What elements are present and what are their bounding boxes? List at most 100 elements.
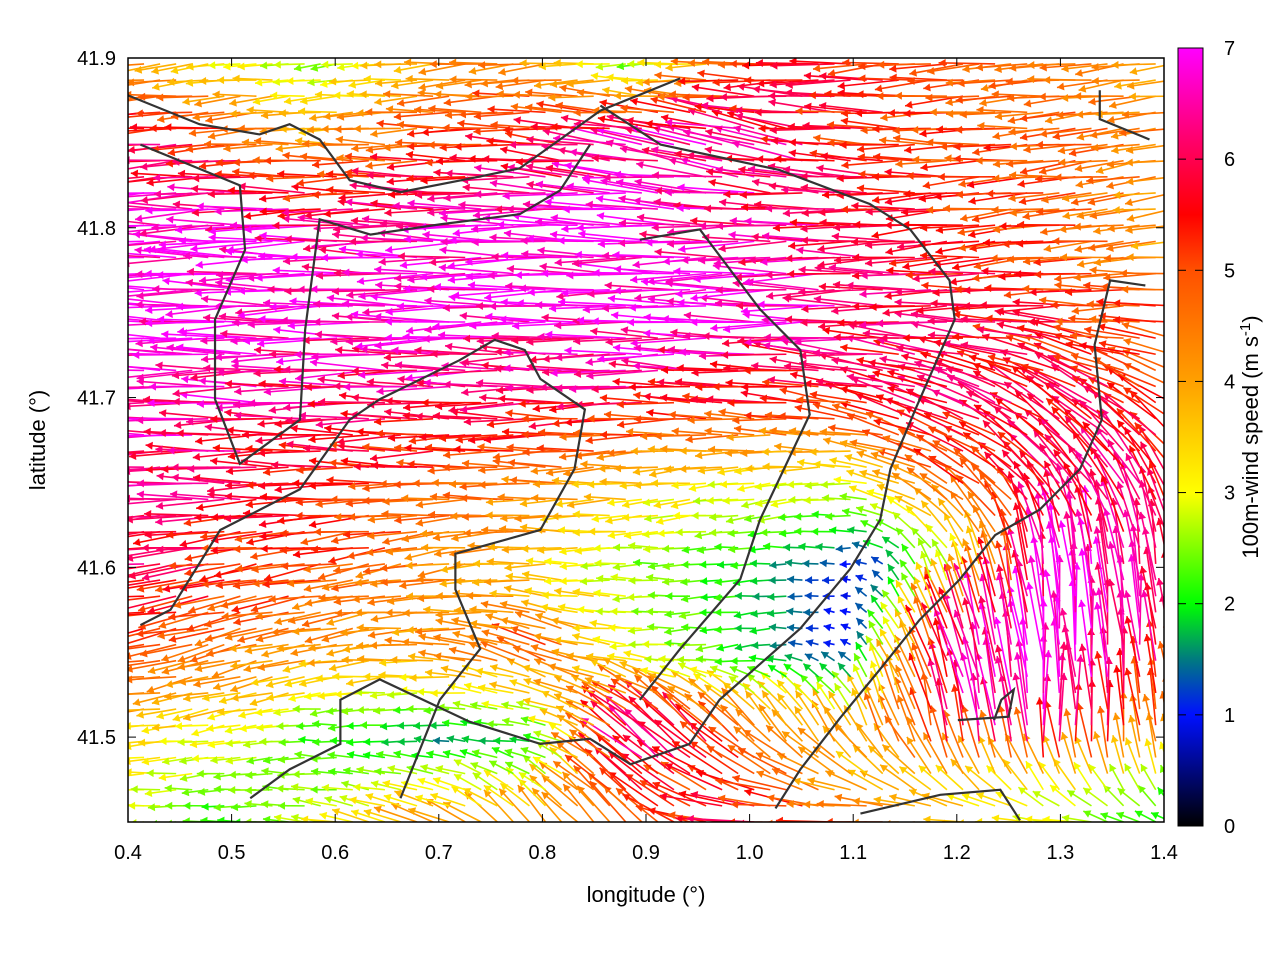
wind-vector [509,678,546,694]
wind-vector [440,563,482,574]
wind-vector [571,665,610,678]
wind-vector [128,627,145,634]
wind-vector [128,256,193,268]
wind-vector [715,777,771,791]
wind-vector [367,514,418,524]
wind-vector [128,176,129,178]
wind-vector [150,343,225,356]
wind-vector [774,442,819,452]
wind-vector [300,530,353,546]
wind-vector [589,780,627,822]
wind-vector [793,682,820,710]
wind-vector [783,543,803,552]
wind-vector [148,382,225,391]
wind-vector [433,633,482,646]
wind-vector [759,394,819,404]
wind-vector [522,697,562,710]
wind-vector [128,321,129,323]
wind-vector [613,674,659,694]
wind-vector [493,736,514,745]
wind-vector [822,326,883,339]
wind-vector [273,326,353,339]
wind-vector [128,450,193,460]
wind-vector [882,434,932,452]
wind-vector [292,627,337,636]
x-tick-label: 1.1 [839,842,867,864]
wind-vector [1078,599,1093,677]
wind-vector [128,333,161,339]
wind-vector [925,523,948,549]
wind-vector [813,460,851,469]
wind-vector [962,597,980,661]
wind-vector [794,705,820,742]
wind-vector [443,380,514,389]
wind-vector [942,204,996,213]
wind-vector [139,643,193,658]
wind-vector [573,369,642,378]
wind-vector [559,577,594,586]
wind-vector [940,819,980,822]
wind-vector [966,390,1028,420]
wind-vector [762,462,803,471]
wind-vector [177,321,257,336]
wind-vector [585,652,626,662]
wind-vector [168,611,225,621]
wind-vector [566,498,610,509]
wind-vector [1110,735,1125,774]
wind-vectors [128,58,1164,822]
wind-vector [429,721,450,730]
wind-vector [208,61,241,70]
wind-vector [207,740,241,749]
wind-vector [206,724,241,733]
wind-vector [870,584,884,597]
wind-vector [895,527,916,549]
wind-vector [1008,127,1060,136]
wind-vector [137,595,193,613]
wind-vector [689,740,739,775]
wind-vector [128,273,129,275]
wind-vector [501,701,530,710]
wind-vector [847,526,867,535]
wind-vector [572,624,610,633]
wind-vector [266,692,305,702]
wind-vector [147,336,225,345]
wind-vector [769,641,787,650]
wind-vector [292,479,353,488]
wind-vector [1142,693,1157,742]
wind-vector [189,740,225,749]
wind-vector [224,379,289,388]
wind-vector [292,796,321,807]
wind-vector [250,676,289,687]
wind-vector [1107,578,1125,645]
wind-vector [787,592,803,601]
wind-vector [906,466,948,501]
wind-vector [378,671,418,680]
wind-vector [646,623,675,632]
wind-vector [373,805,418,822]
colorbar-tick-label: 4 [1224,371,1235,393]
wind-vector [957,735,980,774]
wind-vector [168,561,225,570]
wind-vector [155,498,225,510]
wind-vector [161,756,193,766]
wind-vector [380,578,434,587]
wind-vector [252,579,305,588]
wind-vector [668,410,723,420]
wind-vector [659,792,723,807]
wind-vector [172,397,241,406]
wind-vector [1017,786,1044,807]
wind-vector [1042,650,1053,726]
wind-vector [640,666,675,678]
wind-vector [414,627,466,636]
wind-vector [749,559,771,568]
wind-vector [706,496,739,505]
wind-vector [768,623,787,632]
wind-vector [432,411,498,420]
wind-vector [213,785,241,794]
wind-vector [778,412,835,421]
wind-vector [128,627,161,638]
wind-vector [521,430,578,439]
wind-vector [522,448,578,457]
wind-vector [856,184,915,194]
wind-vector [565,700,611,726]
